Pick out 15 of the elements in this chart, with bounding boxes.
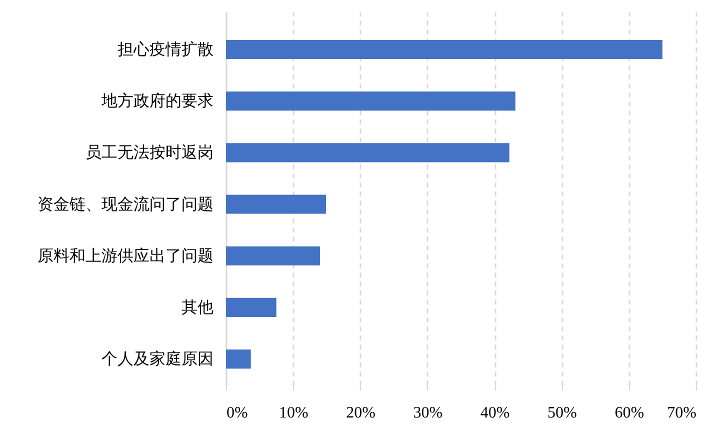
- x-tick-label: 40%: [480, 404, 510, 422]
- y-tick-label: 地方政府的要求: [100, 92, 214, 110]
- y-tick-label: 资金链、现金流问了问题: [38, 195, 214, 214]
- x-tick-label: 50%: [548, 404, 577, 422]
- x-tick-label: 60%: [614, 404, 644, 422]
- x-tick-label: 0%: [226, 404, 248, 422]
- x-tick-label: 10%: [278, 404, 308, 422]
- y-tick-label: 员工无法按时返岗: [86, 144, 214, 162]
- y-tick-label: 原料和上游供应出了问题: [38, 246, 214, 265]
- y-tick-label: 个人及家庭原因: [102, 350, 214, 368]
- x-tick-label: 70%: [667, 404, 696, 422]
- x-tick-label: 20%: [346, 404, 376, 422]
- y-tick-label: 担心疫情扩散: [118, 40, 214, 58]
- x-tick-label: 30%: [413, 404, 443, 422]
- y-tick-label: 其他: [182, 298, 214, 316]
